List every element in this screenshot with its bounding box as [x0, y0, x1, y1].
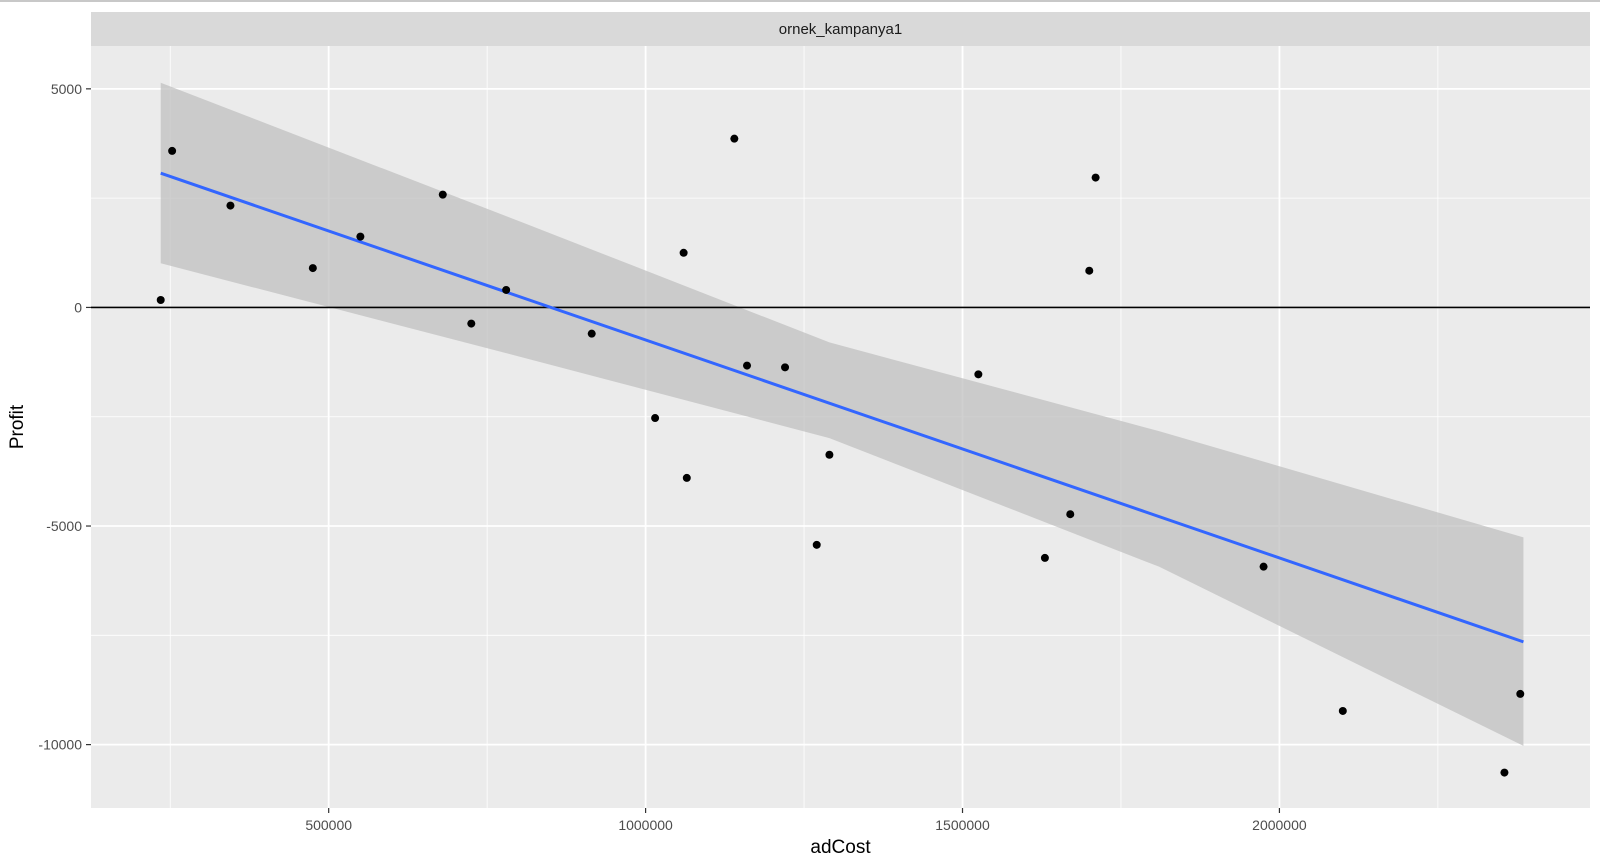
data-point — [1066, 510, 1075, 519]
data-point — [730, 134, 739, 143]
x-axis-title: adCost — [810, 837, 871, 858]
data-point — [467, 319, 476, 328]
data-point — [1500, 768, 1509, 777]
data-point — [1091, 173, 1100, 182]
data-point — [438, 190, 447, 199]
data-point — [781, 363, 790, 372]
y-axis: 5000 0 -5000 -10000 — [38, 81, 91, 753]
data-point — [1516, 689, 1525, 698]
x-tick-label: 1000000 — [618, 817, 673, 833]
data-point — [825, 450, 834, 459]
data-point — [651, 414, 660, 423]
x-tick-label: 500000 — [305, 817, 352, 833]
regression-line — [160, 171, 1524, 644]
data-point — [974, 370, 983, 379]
data-point — [156, 296, 165, 304]
data-point — [682, 473, 691, 482]
data-point — [502, 285, 511, 294]
data-point — [587, 329, 596, 338]
y-tick-label: 5000 — [51, 81, 82, 97]
y-tick-label: -5000 — [46, 518, 82, 534]
x-tick-label: 1500000 — [935, 817, 990, 833]
data-point — [812, 540, 821, 549]
y-tick-label: -10000 — [38, 737, 82, 753]
data-points — [156, 134, 1525, 777]
x-axis: 500000 1000000 1500000 2000000 — [305, 808, 1307, 833]
data-point — [1040, 553, 1049, 562]
facet-strip — [91, 12, 1590, 46]
data-point — [743, 361, 752, 370]
data-point — [1085, 266, 1094, 275]
data-point — [226, 201, 235, 210]
facet-strip-label: ornek_kampanya1 — [779, 21, 902, 38]
y-tick-label: 0 — [74, 299, 82, 315]
data-point — [168, 146, 177, 155]
data-point — [1259, 562, 1268, 571]
data-point — [308, 264, 317, 273]
confidence-band — [160, 82, 1524, 746]
x-tick-label: 2000000 — [1252, 817, 1307, 833]
data-point — [679, 248, 688, 257]
y-axis-title: Profit — [7, 404, 28, 449]
data-point — [1338, 706, 1347, 715]
window-top-border — [0, 0, 1600, 2]
data-point — [356, 232, 365, 241]
